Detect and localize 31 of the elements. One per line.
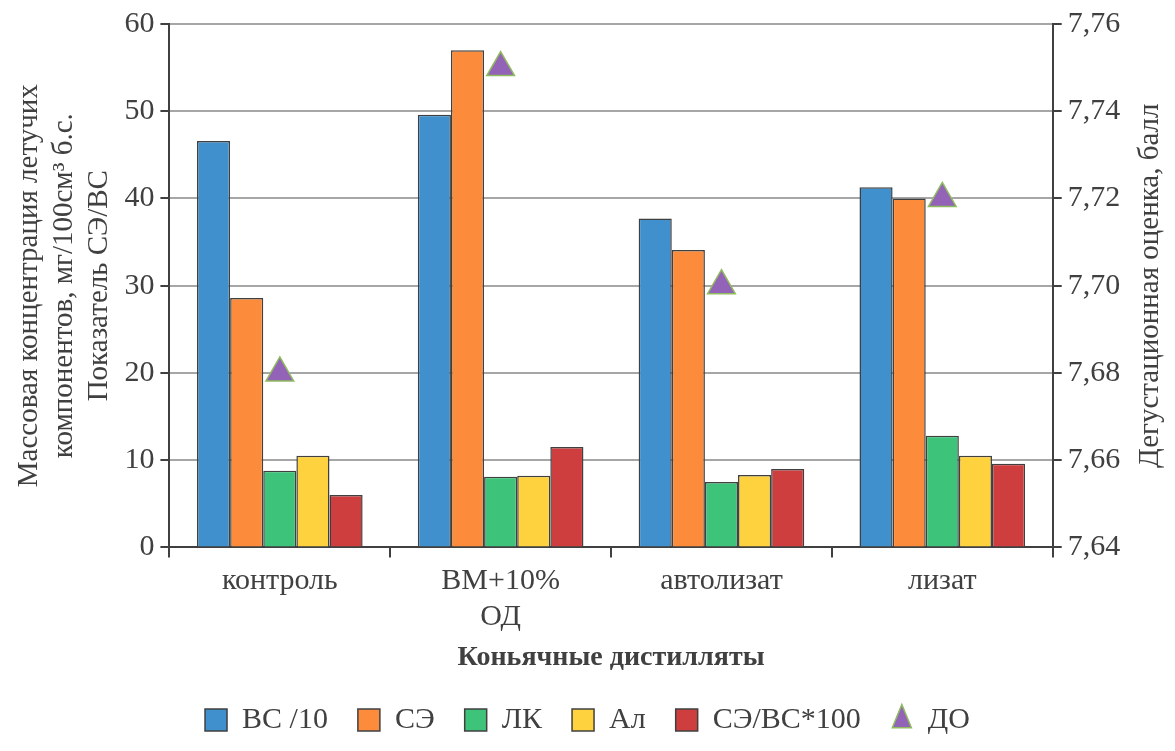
point [927, 181, 957, 208]
legend-label: ДО [927, 700, 970, 734]
y-tick-label: 60 [124, 4, 155, 38]
y-tick-label: 20 [124, 353, 155, 387]
y2-tick-label: 7,66 [1067, 441, 1121, 475]
y2-tick-label: 7,70 [1067, 266, 1121, 300]
legend-label: ВС /10 [242, 700, 328, 734]
point [486, 50, 516, 77]
point [706, 268, 737, 295]
y2-axis-title: Дегустационная оценка, балл [1132, 103, 1165, 468]
x-axis-title: Коньячные дистилляты [457, 640, 765, 672]
x-tick-label: ВМ+10% ОД [441, 562, 560, 632]
y2-tick-label: 7,74 [1067, 92, 1121, 126]
x-tick-label: лизат [908, 562, 977, 596]
y-tick-label: 40 [124, 179, 155, 213]
y2-tick-label: 7,76 [1067, 4, 1121, 38]
y2-tick-label: 7,68 [1067, 353, 1121, 387]
legend-label: Ал [609, 700, 646, 734]
point [265, 356, 295, 382]
y-tick-label: 30 [124, 266, 155, 300]
y-tick-label: 50 [124, 92, 155, 126]
x-tick-label: контроль [221, 562, 338, 596]
y-axis-title: Массовая концентрация летучих компонентов, мг/100см³ б.с. Показатель СЭ/ВС [11, 83, 113, 488]
legend-label: СЭ [394, 700, 435, 734]
y-tick-label: 0 [139, 528, 155, 562]
legend-label: ЛК [501, 700, 544, 734]
y2-tick-label: 7,72 [1067, 179, 1121, 213]
x-tick-label: автолизат [660, 562, 783, 596]
y2-tick-label: 7,64 [1067, 528, 1121, 562]
y-tick-label: 10 [124, 441, 155, 475]
legend-label: СЭ/ВС*100 [712, 700, 861, 734]
